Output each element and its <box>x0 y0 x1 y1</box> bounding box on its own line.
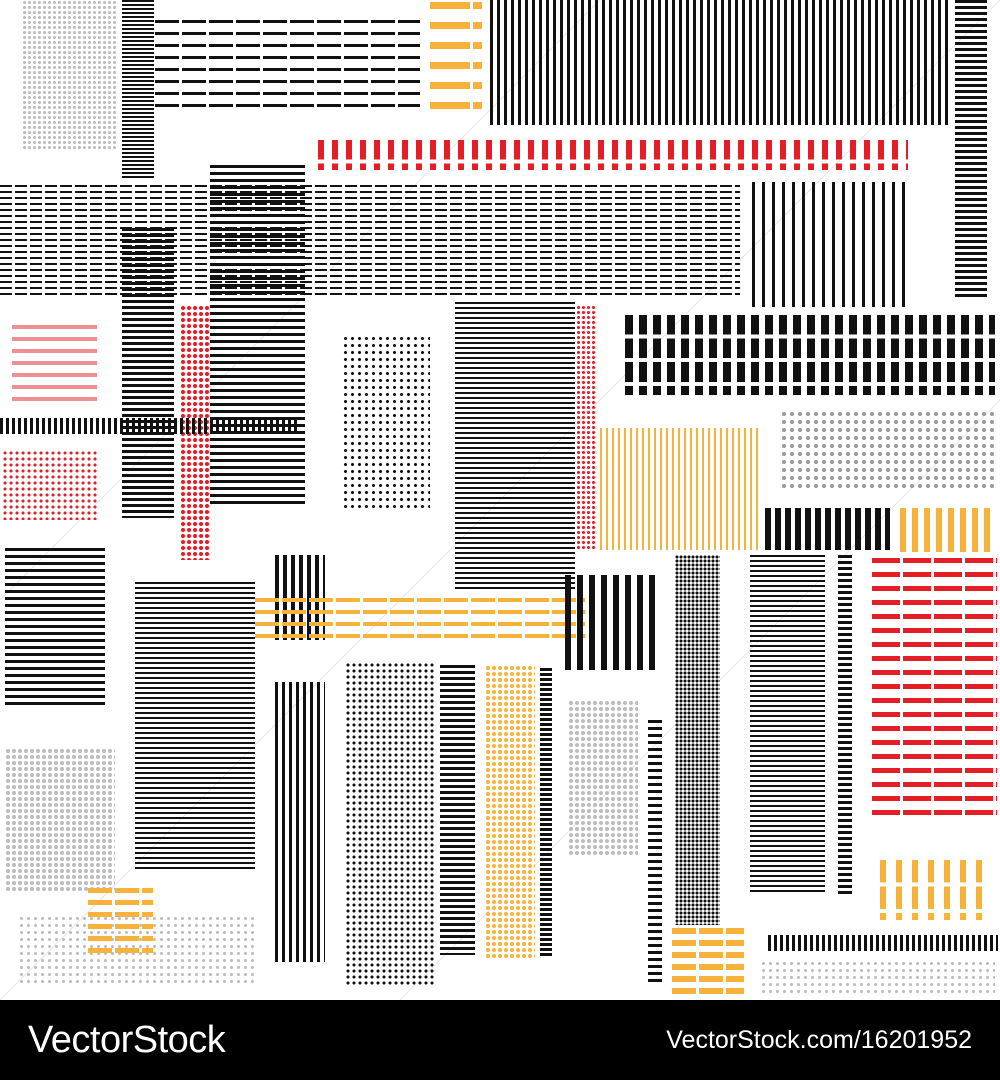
pattern-block <box>0 418 300 434</box>
pattern-block <box>765 508 890 550</box>
pattern-block <box>345 662 435 987</box>
pattern-block <box>122 0 154 180</box>
pattern-block <box>0 185 740 297</box>
pattern-block <box>752 182 912 307</box>
pattern-block <box>600 428 760 550</box>
pattern-block <box>342 335 430 510</box>
pattern-block <box>648 720 662 985</box>
pattern-block <box>760 960 995 995</box>
pattern-block <box>872 558 997 818</box>
stripe-pattern-artwork <box>0 0 1000 1000</box>
image-credit: VectorStock.com/16201952 <box>666 1025 972 1054</box>
pattern-block <box>880 860 990 920</box>
pattern-block <box>135 582 255 872</box>
pattern-block <box>490 0 950 125</box>
pattern-block <box>122 228 174 518</box>
pattern-block <box>12 325 97 405</box>
pattern-block <box>255 598 585 640</box>
pattern-block <box>455 302 575 592</box>
pattern-block <box>155 20 420 115</box>
pattern-block <box>565 575 655 670</box>
pattern-block <box>675 555 720 925</box>
pattern-block <box>2 450 97 520</box>
pattern-block <box>672 928 744 996</box>
pattern-block <box>900 508 990 552</box>
brand-logo-text: VectorStock <box>28 1018 226 1061</box>
pattern-block <box>22 0 117 150</box>
pattern-block <box>768 935 998 951</box>
pattern-block <box>568 700 638 855</box>
pattern-block <box>5 748 115 893</box>
pattern-block <box>625 315 995 395</box>
pattern-block <box>430 2 482 115</box>
pattern-block <box>88 888 153 953</box>
pattern-block <box>440 665 475 955</box>
pattern-block <box>955 0 987 300</box>
pattern-block <box>838 555 852 895</box>
pattern-block <box>210 165 305 505</box>
pattern-block <box>750 555 825 895</box>
pattern-block <box>275 682 325 962</box>
pattern-block <box>5 548 105 708</box>
pattern-block <box>540 668 552 958</box>
pattern-block <box>318 140 908 170</box>
pattern-block <box>576 305 596 550</box>
pattern-block <box>485 665 535 960</box>
footer-bar: VectorStock VectorStock.com/16201952 <box>0 1000 1000 1080</box>
pattern-block <box>780 410 995 490</box>
